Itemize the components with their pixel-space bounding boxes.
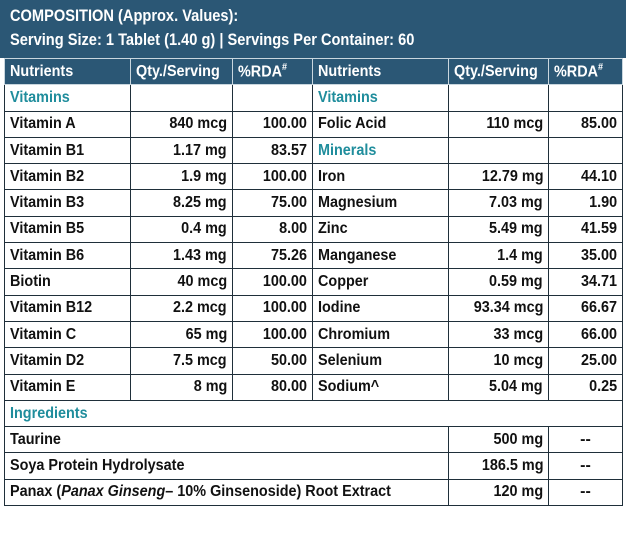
table-row: Vitamin B12 2.2 mcg 100.00 Iodine 93.34 … <box>4 294 623 322</box>
table-row: Vitamin B6 1.43 mg 75.26 Manganese 1.4 m… <box>4 242 623 270</box>
table-row: Vitamin B5 0.4 mg 8.00 Zinc 5.49 mg 41.5… <box>4 215 623 244</box>
panax-ingredient: Panax (Panax Ginseng– 10% Ginsenoside) R… <box>4 478 449 507</box>
table-row: Vitamin B1 1.17 mg 83.57 Minerals <box>4 136 623 165</box>
serving-info: Serving Size: 1 Tablet (1.40 g) | Servin… <box>10 30 415 49</box>
section-ingredients: Ingredients <box>4 399 623 428</box>
table-row: Vitamin B3 8.25 mg 75.00 Magnesium 7.03 … <box>4 189 623 217</box>
table-row: Vitamins Vitamins <box>4 84 623 112</box>
section-minerals: Minerals <box>312 136 449 165</box>
col-qty: Qty./Serving <box>130 57 233 86</box>
table-row: Vitamin D2 7.5 mcg 50.00 Selenium 10 mcg… <box>4 347 623 375</box>
table-row: Vitamin A 840 mcg 100.00 Folic Acid 110 … <box>4 110 623 138</box>
composition-title: COMPOSITION (Approx. Values): <box>10 6 239 25</box>
col-rda-2: %RDA# <box>548 57 623 86</box>
table-row: Taurine 500 mg -- <box>4 426 623 454</box>
nutrition-table: Nutrients Qty./Serving %RDA# Nutrients Q… <box>4 57 623 507</box>
table-row: Vitamin E 8 mg 80.00 Sodium^ 5.04 mg 0.2… <box>4 373 623 401</box>
table-row: Panax (Panax Ginseng– 10% Ginsenoside) R… <box>4 478 623 507</box>
table-row: Soya Protein Hydrolysate 186.5 mg -- <box>4 452 623 480</box>
table-row: Biotin 40 mcg 100.00 Copper 0.59 mg 34.7… <box>4 268 623 296</box>
table-row: Vitamin C 65 mg 100.00 Chromium 33 mcg 6… <box>4 320 623 349</box>
table-row: Vitamin B2 1.9 mg 100.00 Iron 12.79 mg 4… <box>4 163 623 191</box>
table-header-row: Nutrients Qty./Serving %RDA# Nutrients Q… <box>4 57 623 86</box>
composition-header: COMPOSITION (Approx. Values): Serving Si… <box>0 0 626 58</box>
section-vitamins-2: Vitamins <box>312 84 449 112</box>
col-qty-2: Qty./Serving <box>448 57 549 86</box>
section-vitamins: Vitamins <box>4 84 131 112</box>
col-rda: %RDA# <box>232 57 313 86</box>
col-nutrients: Nutrients <box>4 57 131 86</box>
col-nutrients-2: Nutrients <box>312 57 449 86</box>
table-row: Ingredients <box>4 399 623 428</box>
